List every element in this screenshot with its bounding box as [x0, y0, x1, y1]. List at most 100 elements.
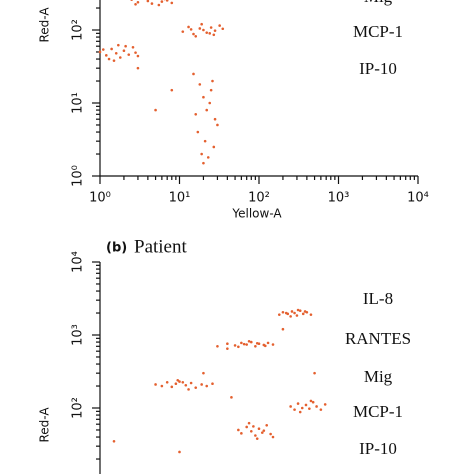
event-dot: [260, 431, 264, 434]
event-dot: [263, 344, 267, 348]
event-dot: [208, 32, 212, 35]
event-dot: [281, 310, 285, 314]
event-dot: [271, 435, 275, 439]
event-dot: [309, 399, 313, 403]
event-dot: [192, 32, 195, 36]
event-dot: [211, 382, 214, 386]
event-dot: [187, 25, 190, 29]
event-dot: [247, 339, 251, 343]
event-dot: [212, 145, 216, 149]
event-dot: [170, 88, 174, 92]
event-dot: [208, 101, 212, 105]
event-dot: [124, 44, 127, 48]
event-dot: [203, 139, 207, 143]
event-dot: [107, 57, 111, 61]
event-dot: [226, 342, 229, 346]
event-dot: [165, 380, 169, 384]
event-dot: [127, 53, 131, 56]
event-dot: [319, 408, 323, 411]
event-dot: [205, 384, 209, 388]
event-dot: [271, 343, 275, 346]
event-dot: [187, 388, 190, 391]
event-dot: [112, 59, 116, 62]
event-dot: [110, 47, 113, 51]
event-dot: [122, 49, 126, 53]
event-dot: [255, 341, 259, 345]
event-dot: [284, 311, 288, 315]
event-dot: [216, 345, 219, 348]
x-tick-label: 10¹: [169, 191, 191, 206]
event-dot: [296, 308, 300, 312]
event-dot: [211, 79, 214, 83]
event-dot: [304, 403, 308, 407]
event-dot: [298, 309, 302, 313]
x-tick-label: 10⁴: [407, 191, 429, 206]
event-dot: [237, 345, 240, 349]
event-dot: [209, 26, 213, 29]
y-tick-label: 10¹: [71, 92, 86, 114]
event-dot: [262, 429, 266, 432]
event-dot: [130, 0, 133, 2]
event-dot: [245, 425, 248, 429]
event-dot: [240, 341, 243, 345]
y-tick-label: 10⁰: [71, 165, 86, 187]
event-dot: [212, 33, 216, 37]
cluster-label: IP-10: [359, 59, 397, 78]
event-dot: [269, 432, 272, 436]
event-dot: [134, 51, 137, 54]
event-dot: [277, 313, 281, 316]
event-dot: [202, 161, 205, 165]
event-dot: [301, 312, 305, 316]
y-axis-label: Red-A: [38, 407, 52, 443]
x-tick-label: 10³: [328, 191, 350, 206]
event-dot: [252, 425, 255, 428]
event-dot: [136, 54, 140, 58]
cluster-label: MCP-1: [353, 402, 403, 421]
event-dot: [206, 156, 210, 159]
event-dot: [313, 371, 316, 375]
event-dot: [265, 423, 269, 427]
event-dot: [221, 27, 225, 31]
event-dot: [178, 380, 181, 383]
y-tick-label: 10²: [71, 397, 86, 419]
y-axis-label: Red-A: [38, 7, 52, 43]
y-tick-label: 10³: [71, 324, 86, 346]
cluster-label: Mig: [364, 0, 393, 6]
event-dot: [118, 56, 122, 59]
event-dot: [237, 428, 240, 432]
event-dot: [289, 405, 292, 408]
event-dot: [194, 113, 198, 116]
event-dot: [249, 429, 253, 433]
event-dot: [205, 108, 209, 112]
y-tick-label: 10²: [71, 19, 86, 41]
event-dot: [160, 384, 164, 388]
event-dot: [230, 396, 233, 399]
event-dot: [198, 83, 202, 86]
event-dot: [216, 123, 219, 127]
event-dot: [131, 45, 135, 49]
event-dot: [233, 344, 237, 347]
event-dot: [104, 54, 108, 57]
event-dot: [189, 381, 193, 385]
event-dot: [254, 345, 257, 348]
event-dot: [101, 48, 105, 51]
event-dot: [257, 427, 261, 431]
event-dot: [200, 22, 203, 26]
event-dot: [247, 421, 251, 425]
event-dot: [296, 402, 300, 405]
event-dot: [184, 383, 188, 387]
event-dot: [226, 347, 229, 350]
event-dot: [112, 439, 116, 443]
event-dot: [242, 342, 246, 346]
cluster-label: MCP-1: [353, 22, 403, 41]
event-dot: [293, 408, 296, 411]
event-dot: [150, 2, 154, 5]
x-tick-label: 10²: [248, 191, 270, 206]
panel-label: (b): [106, 241, 127, 256]
x-axis-label: Yellow-A: [231, 207, 282, 221]
event-dot: [170, 385, 174, 389]
event-dot: [315, 405, 318, 408]
event-dot: [245, 343, 248, 346]
event-dot: [202, 371, 205, 375]
